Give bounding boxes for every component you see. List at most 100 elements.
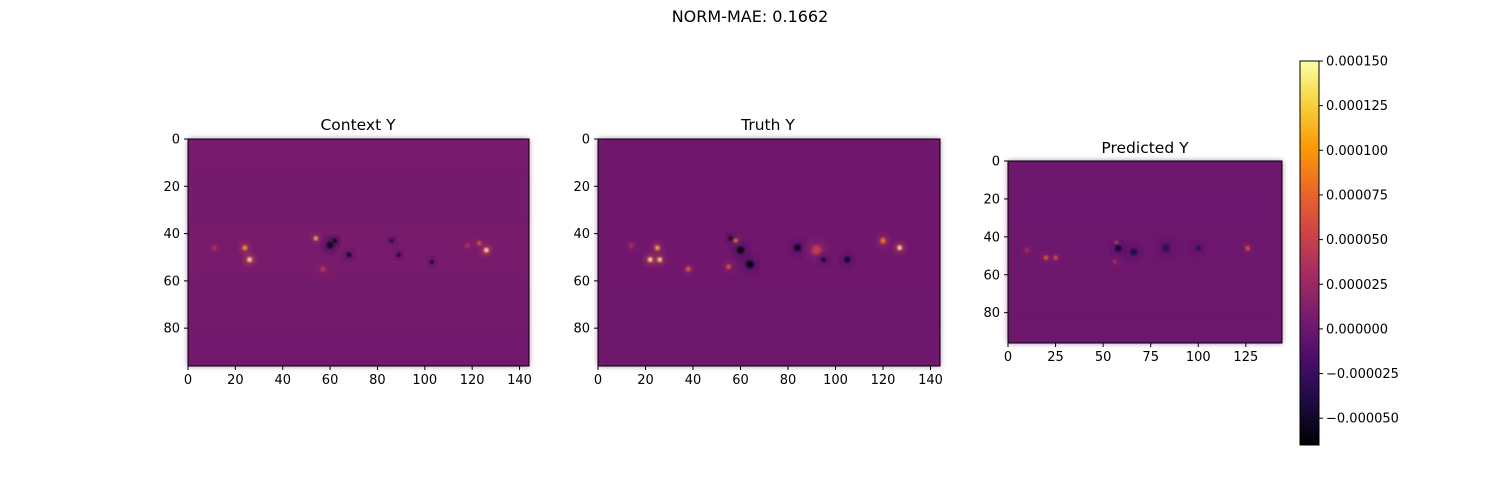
x-tick-label: 0 [594,373,602,388]
x-tick-label: 60 [322,373,339,388]
heatmap-feature [629,243,634,248]
x-tick-label: 100 [1186,350,1211,365]
heatmap-feature [811,245,822,255]
x-tick-label: 100 [823,373,848,388]
heatmap-feature [1024,247,1030,253]
x-tick-label: 50 [1095,350,1112,365]
panel-predicted-y: Predicted Y 0 25 50 75 100 125 0 20 40 60 80 [983,139,1283,366]
colorbar-tick-label: 0.000100 [1326,144,1388,159]
heatmap-feature [477,241,482,245]
heatmap-feature [332,238,337,243]
heatmap-predicted-y [1007,160,1283,344]
heatmap-frame [187,138,530,367]
heatmap-band [1008,273,1282,316]
x-tick-label: 100 [412,373,437,388]
heatmap-frame [597,138,941,367]
y-tick-label: 80 [163,322,180,337]
y-tick-label: 0 [582,133,590,148]
colorbar-gradient [1299,60,1320,446]
heatmap-feature [396,253,401,257]
y-tick-label: 20 [573,180,590,195]
y-tick-label: 60 [163,274,180,289]
heatmap-feature [430,260,434,264]
heatmap-feature [1245,246,1250,251]
y-tick-label: 40 [573,227,590,242]
heatmap-feature [465,243,470,248]
heatmap-feature [737,246,744,254]
heatmap-feature [648,257,653,262]
heatmap-band [598,139,940,174]
x-tick-label: 0 [184,373,192,388]
colorbar-tick-label: 0.000050 [1326,233,1388,248]
axis-ticks-truth-y: 0 20 40 60 80 100 120 140 0 20 40 60 80 [573,133,942,389]
heatmap-feature [880,238,886,244]
heatmap-band [598,279,940,332]
panel-context-y: Context Y 0 20 40 60 80 100 120 140 0 20 40 60 80 [163,116,531,388]
x-tick-label: 20 [637,373,654,388]
heatmap-band [1008,230,1282,274]
axis-ticks-context-y: 0 20 40 60 80 100 120 140 0 20 40 60 80 [163,133,531,389]
y-tick-label: 20 [163,180,180,195]
y-tick-label: 60 [983,268,1000,283]
x-tick-label: 80 [369,373,386,388]
heatmap-feature [389,238,394,243]
heatmap-feature [726,264,731,269]
panel-title-truth-y: Truth Y [740,116,795,134]
x-tick-label: 60 [732,373,749,388]
heatmap-feature [211,245,217,250]
panel-truth-y: Truth Y 0 20 40 60 80 100 120 140 0 20 40 60 80 [573,116,942,388]
heatmap-feature [1113,260,1116,263]
heatmap-feature [821,257,826,262]
heatmap-feature [746,260,754,268]
heatmap-feature [733,238,738,243]
colorbar-tick-label: 0.000150 [1326,55,1388,70]
heatmap-feature [1115,245,1122,252]
heatmap-feature [655,245,660,250]
colorbar-tick-label: −0.000025 [1326,367,1399,382]
heatmap-band [598,331,940,366]
y-tick-label: 60 [573,274,590,289]
heatmap-feature [1162,244,1170,252]
colorbar-tick-label: 0.000075 [1326,188,1388,203]
heatmap-band [598,173,940,226]
figure-suptitle: NORM-MAE: 0.1662 [672,7,829,26]
x-tick-label: 140 [507,373,532,388]
colorbar-tick-label: 0.000025 [1326,278,1388,293]
heatmap-feature [247,257,252,262]
heatmap-feature [657,257,662,262]
heatmap-band [1008,188,1282,231]
heatmap-band [1008,315,1282,343]
x-tick-label: 80 [780,373,797,388]
x-tick-label: 125 [1233,350,1258,365]
heatmap-feature [1130,248,1137,256]
colorbar-tick-label: 0.000125 [1326,99,1388,114]
x-tick-label: 40 [685,373,702,388]
heatmap-feature [686,267,691,272]
heatmap-feature [242,245,248,250]
heatmap-feature [844,256,851,263]
heatmap-feature [320,266,326,272]
colorbar-ticks: 0.000150 0.000125 0.000100 0.000075 0.000050… [1319,55,1399,427]
x-tick-label: 120 [460,373,485,388]
x-tick-label: 120 [871,373,896,388]
heatmap-band [188,225,529,280]
x-tick-label: 40 [274,373,291,388]
axis-ticks-predicted-y: 0 25 50 75 100 125 0 20 40 60 80 [983,155,1258,366]
x-tick-label: 140 [918,373,943,388]
heatmap-feature [1044,255,1048,260]
y-tick-label: 80 [573,322,590,337]
heatmap-feature [897,245,902,250]
x-tick-label: 20 [227,373,244,388]
heatmap-band [598,225,940,280]
heatmap-feature [1053,255,1058,260]
panel-title-context-y: Context Y [320,116,396,134]
heatmap-feature [794,244,801,252]
y-tick-label: 20 [983,192,1000,207]
heatmap-feature [346,252,352,258]
colorbar-tick-label: 0.000000 [1326,322,1388,337]
heatmap-frame [1007,160,1283,344]
x-tick-label: 25 [1047,350,1064,365]
heatmap-truth-y [597,138,941,367]
heatmap-band [188,331,529,366]
